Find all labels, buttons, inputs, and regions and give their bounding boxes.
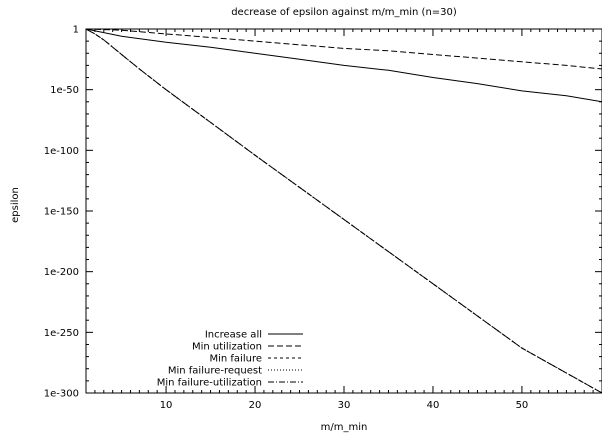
series-line-4 xyxy=(85,28,602,394)
y-tick-label: 1e-50 xyxy=(50,85,79,96)
series-line-2 xyxy=(85,28,602,70)
axis-ticks: 10 20 30 40 50 1 1e-50 1e-100 1e-150 1e-200 1e-250… xyxy=(44,25,602,411)
plot-frame xyxy=(85,28,602,394)
y-tick-label: 1e-100 xyxy=(44,146,79,157)
series-line-1 xyxy=(85,28,602,103)
x-tick-label: 30 xyxy=(338,400,351,411)
x-tick-label: 50 xyxy=(516,400,529,411)
legend-label: Min failure xyxy=(209,354,262,365)
legend-label: Min utilization xyxy=(192,342,262,353)
series-line-5 xyxy=(85,28,602,394)
chart-title: decrease of epsilon against m/m_min (n=3… xyxy=(231,7,457,18)
legend-label: Increase all xyxy=(205,330,262,341)
x-tick-label: 10 xyxy=(160,400,173,411)
x-axis-label: m/m_min xyxy=(321,422,368,433)
y-tick-label: 1e-250 xyxy=(44,328,79,339)
series-layer xyxy=(85,28,602,394)
y-tick-label: 1e-300 xyxy=(44,389,79,400)
y-tick-label: 1 xyxy=(73,25,79,36)
x-tick-label: 40 xyxy=(427,400,440,411)
legend-label: Min failure-request xyxy=(168,366,262,377)
x-tick-label: 20 xyxy=(249,400,262,411)
y-tick-label: 1e-150 xyxy=(44,207,79,218)
series-line-3 xyxy=(85,28,602,394)
y-tick-label: 1e-200 xyxy=(44,267,79,278)
y-axis-label: epsilon xyxy=(10,187,21,223)
legend-label: Min failure-utilization xyxy=(157,378,262,389)
